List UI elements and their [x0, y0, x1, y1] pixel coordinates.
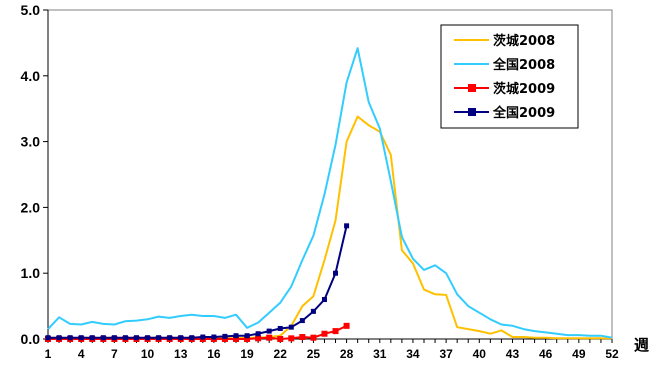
data-point: [178, 335, 184, 341]
series-line: [47, 47, 613, 339]
y-tick-label: 5.0: [21, 2, 41, 18]
x-tick-label: 25: [307, 347, 321, 361]
data-point: [343, 322, 350, 329]
x-tick-label: 31: [373, 347, 387, 361]
data-point: [89, 335, 95, 341]
legend-label: 茨城2009: [493, 81, 555, 97]
series-line: [48, 324, 348, 340]
series-layer: [45, 47, 613, 342]
legend-item: 全国2008: [454, 57, 555, 73]
x-tick-label: 49: [572, 347, 586, 361]
x-tick-label: 10: [141, 347, 155, 361]
data-point: [255, 331, 261, 337]
x-tick-label: 16: [207, 347, 221, 361]
data-point: [122, 335, 128, 341]
x-tick-label: 43: [506, 347, 520, 361]
data-point: [332, 328, 339, 335]
x-tick-label: 22: [274, 347, 288, 361]
legend-marker: [468, 84, 476, 92]
data-point: [233, 333, 239, 339]
data-point: [133, 335, 139, 341]
y-tick-label: 2.0: [21, 199, 41, 215]
y-tick-label: 0.0: [21, 331, 41, 347]
data-point: [200, 334, 206, 340]
data-point: [233, 336, 239, 342]
data-point: [277, 325, 283, 331]
data-point: [111, 335, 117, 341]
data-point: [189, 335, 195, 341]
x-tick-label: 28: [340, 347, 354, 361]
x-tick-label: 19: [240, 347, 254, 361]
data-point: [255, 335, 262, 342]
y-tick-label: 4.0: [21, 68, 41, 84]
data-point: [266, 328, 272, 334]
data-point: [100, 335, 106, 341]
legend-item: 茨城2009: [454, 81, 555, 97]
data-point: [299, 334, 306, 341]
data-point: [145, 335, 151, 341]
data-point: [56, 335, 62, 341]
data-point: [321, 297, 327, 303]
legend-box: [440, 24, 579, 129]
y-tick-label: 1.0: [21, 265, 41, 281]
data-point: [310, 308, 316, 314]
data-point: [277, 336, 284, 342]
legend-label: 全国2009: [492, 105, 555, 121]
data-point: [299, 318, 305, 324]
legend-label: 茨城2008: [493, 33, 555, 49]
data-point: [344, 223, 350, 229]
data-point: [221, 336, 228, 342]
data-point: [45, 335, 51, 341]
y-tick-label: 3.0: [21, 134, 41, 150]
data-point: [222, 333, 228, 339]
data-point: [156, 335, 162, 341]
data-point: [288, 335, 295, 342]
data-point: [167, 335, 173, 341]
x-tick-label: 37: [439, 347, 453, 361]
data-point: [333, 270, 339, 276]
data-point: [211, 334, 217, 340]
data-point: [67, 335, 73, 341]
legend-marker: [468, 108, 476, 116]
data-point: [244, 333, 250, 339]
series-line: [48, 225, 348, 339]
legend: 茨城2008 全国2008 茨城2009 全国2009: [440, 24, 579, 129]
x-tick-label: 40: [473, 347, 487, 361]
x-tick-label: 7: [111, 347, 118, 361]
legend-item: 全国2009: [454, 105, 555, 121]
series-4: [45, 223, 350, 341]
y-axis: 0.0 1.0 2.0 3.0 4.0 5.0: [21, 2, 49, 347]
x-tick-label: 52: [605, 347, 619, 361]
data-point: [288, 324, 294, 330]
data-point: [266, 334, 273, 341]
x-tick-label: 13: [174, 347, 188, 361]
series-2: [47, 47, 613, 339]
data-point: [310, 334, 317, 341]
data-point: [244, 336, 251, 342]
x-tick-label: 4: [78, 347, 85, 361]
x-tick-label: 34: [406, 347, 420, 361]
x-tick-label: 1: [45, 347, 52, 361]
legend-label: 全国2008: [492, 57, 555, 73]
legend-item: 茨城2008: [454, 33, 555, 49]
x-tick-label: 46: [539, 347, 553, 361]
data-point: [321, 330, 328, 337]
x-axis-label: 週: [634, 337, 649, 354]
data-point: [78, 335, 84, 341]
